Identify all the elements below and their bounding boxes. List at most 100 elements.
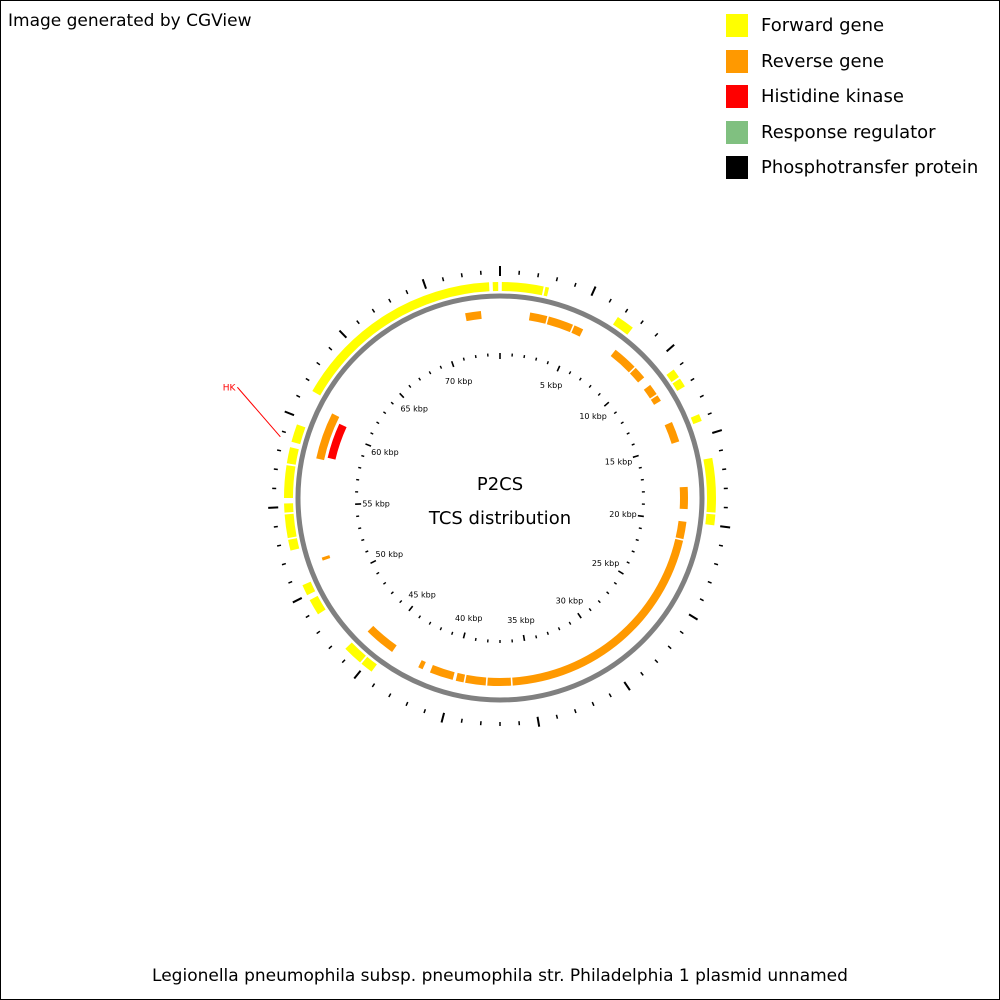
kbp-label-25: 25 kbp: [592, 559, 620, 568]
inner-minor-tick: [557, 627, 561, 631]
outer-minor-tick: [273, 468, 278, 471]
outer-minor-tick: [281, 430, 287, 434]
inner-minor-tick: [588, 608, 592, 612]
inner-minor-tick: [474, 637, 477, 642]
inner-major-tick: [637, 514, 644, 518]
inner-major-tick: [399, 392, 405, 399]
forward-gene-17: [286, 447, 299, 465]
reverse-gene-9: [679, 486, 688, 510]
kbp-label-50: 50 kbp: [376, 550, 404, 559]
reverse-gene-19: [316, 413, 340, 461]
inner-minor-tick: [568, 371, 572, 375]
outer-major-tick: [353, 670, 362, 680]
forward-gene-2: [543, 286, 550, 297]
kbp-label-30: 30 kbp: [556, 597, 584, 606]
reverse-gene-15: [429, 665, 455, 680]
inner-minor-tick: [390, 591, 394, 595]
outer-minor-tick: [281, 562, 287, 566]
forward-gene-6: [690, 414, 702, 425]
inner-major-tick: [617, 570, 624, 575]
legend-item-phosphotransfer-protein: Phosphotransfer protein: [726, 150, 978, 186]
inner-major-tick: [370, 559, 377, 564]
histidine-kinase-gene-1: [327, 423, 347, 460]
outer-minor-tick: [591, 701, 595, 707]
inner-minor-tick: [408, 384, 412, 388]
reverse-gene-7: [650, 395, 661, 405]
outer-tick-marks: [268, 266, 731, 727]
outer-minor-tick: [690, 377, 695, 382]
inner-major-tick: [408, 605, 414, 612]
kbp-label-5: 5 kbp: [540, 381, 562, 390]
reverse-gene-12: [487, 677, 512, 686]
inner-minor-tick: [568, 621, 572, 625]
inner-minor-tick: [638, 466, 642, 469]
kbp-label-35: 35 kbp: [507, 616, 535, 625]
outer-major-tick: [292, 597, 303, 604]
center-title: P2CS: [477, 474, 523, 495]
inner-minor-tick: [428, 371, 432, 375]
outer-major-tick: [623, 681, 631, 691]
inner-minor-tick: [613, 581, 617, 585]
inner-minor-tick: [631, 443, 635, 446]
outer-major-tick: [665, 343, 675, 353]
forward-gene-7: [703, 457, 717, 513]
forward-gene-16: [284, 465, 296, 498]
inner-minor-tick: [383, 581, 387, 585]
outer-minor-tick: [296, 394, 301, 398]
outer-major-tick: [688, 613, 699, 621]
inner-minor-tick: [597, 600, 601, 604]
inner-minor-tick: [597, 392, 601, 396]
outer-minor-tick: [718, 449, 724, 452]
inner-minor-tick: [383, 411, 387, 415]
legend-label-forward-gene: Forward gene: [761, 15, 885, 37]
hk-label-leader: [237, 386, 281, 438]
outer-minor-tick: [276, 449, 282, 452]
outer-minor-tick: [654, 659, 659, 664]
inner-minor-tick: [638, 527, 642, 530]
reverse-gene-4: [610, 349, 635, 373]
outer-minor-tick: [679, 630, 684, 635]
footer-caption: Legionella pneumophila subsp. pneumophil…: [152, 966, 848, 986]
forward-gene-3: [612, 317, 633, 335]
inner-minor-tick: [365, 550, 369, 553]
inner-major-tick: [522, 634, 526, 642]
inner-minor-tick: [361, 538, 365, 542]
reverse-gene-10: [675, 520, 687, 540]
forward-gene-1: [501, 282, 544, 296]
inner-major-tick: [450, 361, 455, 368]
legend: Forward gene Reverse gene Histidine kina…: [726, 8, 978, 186]
outer-minor-tick: [388, 298, 392, 303]
outer-minor-tick: [328, 346, 333, 351]
inner-minor-tick: [606, 591, 610, 595]
reverse-gene-6: [643, 384, 657, 399]
reverse-gene-13: [465, 674, 487, 686]
inner-minor-tick: [535, 357, 538, 361]
outer-minor-tick: [537, 273, 540, 278]
feature-labels: HK: [223, 383, 281, 438]
outer-minor-tick: [460, 273, 463, 278]
legend-swatch-reverse-gene: [726, 49, 748, 73]
reverse-gene-11: [512, 538, 684, 686]
kbp-label-45: 45 kbp: [408, 590, 436, 599]
outer-minor-tick: [341, 659, 346, 664]
kbp-label-10: 10 kbp: [579, 412, 607, 421]
forward-gene-13: [288, 538, 300, 551]
legend-label-response-regulator: Response regulator: [761, 121, 936, 143]
outer-minor-tick: [276, 544, 282, 547]
inner-minor-tick: [631, 550, 635, 553]
legend-label-histidine-kinase: Histidine kinase: [761, 86, 904, 108]
outer-minor-tick: [707, 580, 712, 584]
inner-minor-tick: [474, 354, 477, 359]
inner-minor-tick: [376, 421, 380, 425]
inner-minor-tick: [462, 357, 465, 361]
outer-minor-tick: [679, 361, 684, 366]
outer-minor-tick: [667, 645, 672, 650]
kbp-label-55: 55 kbp: [362, 499, 390, 508]
inner-minor-tick: [626, 432, 630, 435]
kbp-label-65: 65 kbp: [400, 404, 428, 413]
kbp-label-70: 70 kbp: [445, 377, 473, 386]
outer-major-tick: [536, 716, 541, 727]
inner-major-tick: [632, 454, 639, 459]
inner-minor-tick: [635, 538, 639, 542]
